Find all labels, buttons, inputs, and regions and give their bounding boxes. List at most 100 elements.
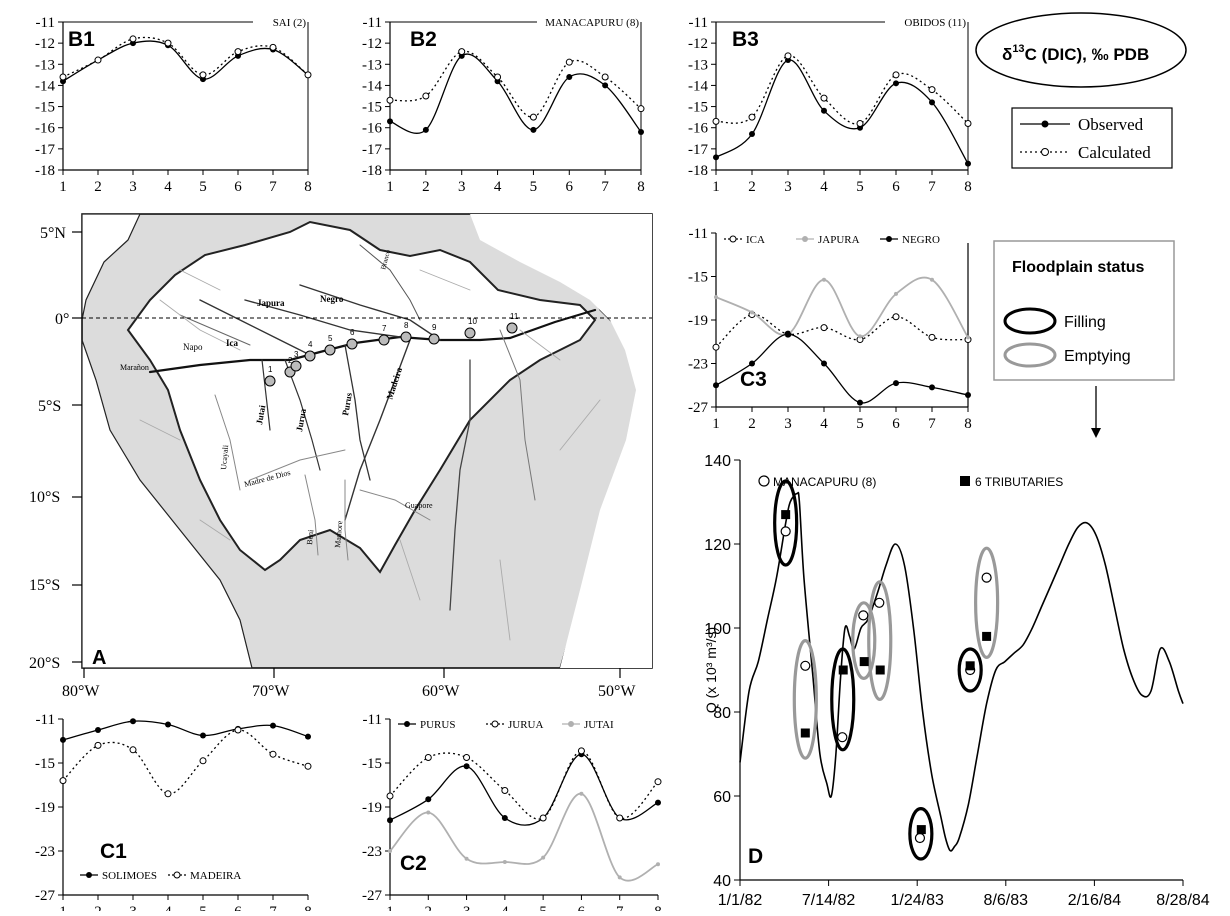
amazon-main-stem [148,308,597,374]
x-tick-label: 3 [129,179,137,195]
pacific-ocean [81,213,253,669]
station-marker [464,327,476,339]
river-label-japura: Japura [257,298,285,308]
data-point-jurua [654,778,662,786]
floodplain-ellipse-filling [773,479,799,567]
floodplain-ellipse-emptying [867,580,893,701]
data-point-observed [929,99,935,106]
map-panel-label: A [92,647,106,669]
amazon-basin [126,220,597,574]
river-label-ica: Ica [226,338,238,348]
data-point-solimoes [270,722,276,729]
station-label: 5 [328,334,333,343]
river-label-guapore: Guapore [405,501,433,510]
y-tick-label: -15 [688,270,708,286]
y-tick-label: -19 [688,313,708,329]
data-point-jurua [424,754,432,761]
legend-marker [86,872,92,878]
data-point-calculated [304,71,312,79]
data-point-observed [713,154,719,161]
river-label-maranon: Marañon [120,363,149,372]
y-tick-label: -13 [688,57,708,73]
x-tick-label: 6 [578,904,586,911]
xingu-river [499,329,536,501]
manacapuru-marker [874,597,885,608]
y-tick-label: -15 [35,100,55,116]
tributaries-marker [781,510,791,520]
series-line-negro [715,333,969,404]
data-point-jurua [463,754,471,761]
data-point-purus [463,763,470,770]
x-tick-label: 1/24/83 [891,892,944,909]
data-point-japura [822,277,826,282]
manacapuru-marker [800,660,811,671]
manacapuru-marker [837,732,848,743]
data-point-calculated [637,105,645,113]
down-arrow-icon [1091,428,1101,438]
y-tick-label: -12 [688,36,708,52]
series-line-madeira [62,729,309,795]
observed-legend-label: Observed [1078,115,1144,134]
y-tick-label: -11 [36,712,55,728]
legend-marker [491,720,499,728]
floodplain-legend-title: Floodplain status [1012,259,1145,276]
delta-legend: δ13C (DIC), ‰ PDB [975,12,1187,88]
svg-text:δ13C (DIC), ‰ PDB: δ13C (DIC), ‰ PDB [1002,43,1149,64]
x-tick-label: 7 [928,416,936,432]
data-point-japura [858,334,862,339]
legend-label-purus: PURUS [420,719,455,731]
y-tick-label: -12 [35,36,55,52]
x-tick-label: 5 [856,179,864,195]
y-tick-label: -11 [689,15,708,31]
series-line-jurua [389,750,659,820]
data-point-purus [501,815,508,821]
x-tick-label: 4 [164,179,172,195]
lat-label-5s: 5°S [38,398,61,415]
panel-label: B2 [410,28,437,51]
legend-marker [802,236,808,242]
data-point-solimoes [305,733,311,740]
x-tick-label: 6 [892,416,900,432]
data-point-jutai [426,810,431,815]
river-label-group: Japura Negro Branco Napo Ica Marañon Jut… [120,248,433,548]
data-point-calculated [199,71,207,79]
x-tick-label: 8 [304,179,312,195]
ica-river [199,299,311,356]
station-marker [324,344,336,356]
x-tick-label: 5 [530,179,538,195]
y-tick-label: -15 [362,100,382,116]
panel-b3: OBIDOS (11) -11 -12 -13 -14 -15 -16 -17 -181 2 3 4 5… [688,15,972,195]
x-tick-label: 8 [964,179,972,195]
data-point-calculated [269,43,277,51]
station-label: 4 [308,340,313,349]
data-point-negro [713,382,719,389]
observed-calculated-legend: Observed Calculated [1011,107,1173,169]
atlantic-fill [470,214,652,668]
river-network [139,244,601,641]
beni-river [304,474,319,556]
y-tick-label: -14 [35,78,55,94]
mamore-river [344,479,349,561]
x-tick-label: 8/6/83 [984,892,1029,909]
x-tick-label: 3 [784,416,792,432]
series-line-calculated [715,55,969,125]
lon-label-70w: 70°W [252,683,290,700]
y-tick-label: 120 [704,537,731,554]
data-point-japura [930,277,934,282]
legend-label-ica: ICA [746,234,765,246]
data-point-observed [566,73,573,80]
map-panel: 1 234 5 6 7 8 9 10 11 Japura Negro Branco Napo I… [29,213,653,700]
data-point-ica [892,313,900,321]
emptying-legend-ellipse [1003,342,1057,368]
station-label: 10 [468,317,477,326]
data-point-madeira [304,762,312,770]
legend-label-solimoes: SOLIMOES [102,870,157,882]
river-label-napo: Napo [183,342,203,352]
data-point-ica [712,343,720,351]
japura-river [244,299,401,338]
panel-label: D [748,845,763,868]
legend-label-madeira: MADEIRA [190,870,241,882]
data-point-jutai [502,860,507,864]
station-label: 7 [382,324,387,333]
x-tick-label: 2 [422,179,430,195]
